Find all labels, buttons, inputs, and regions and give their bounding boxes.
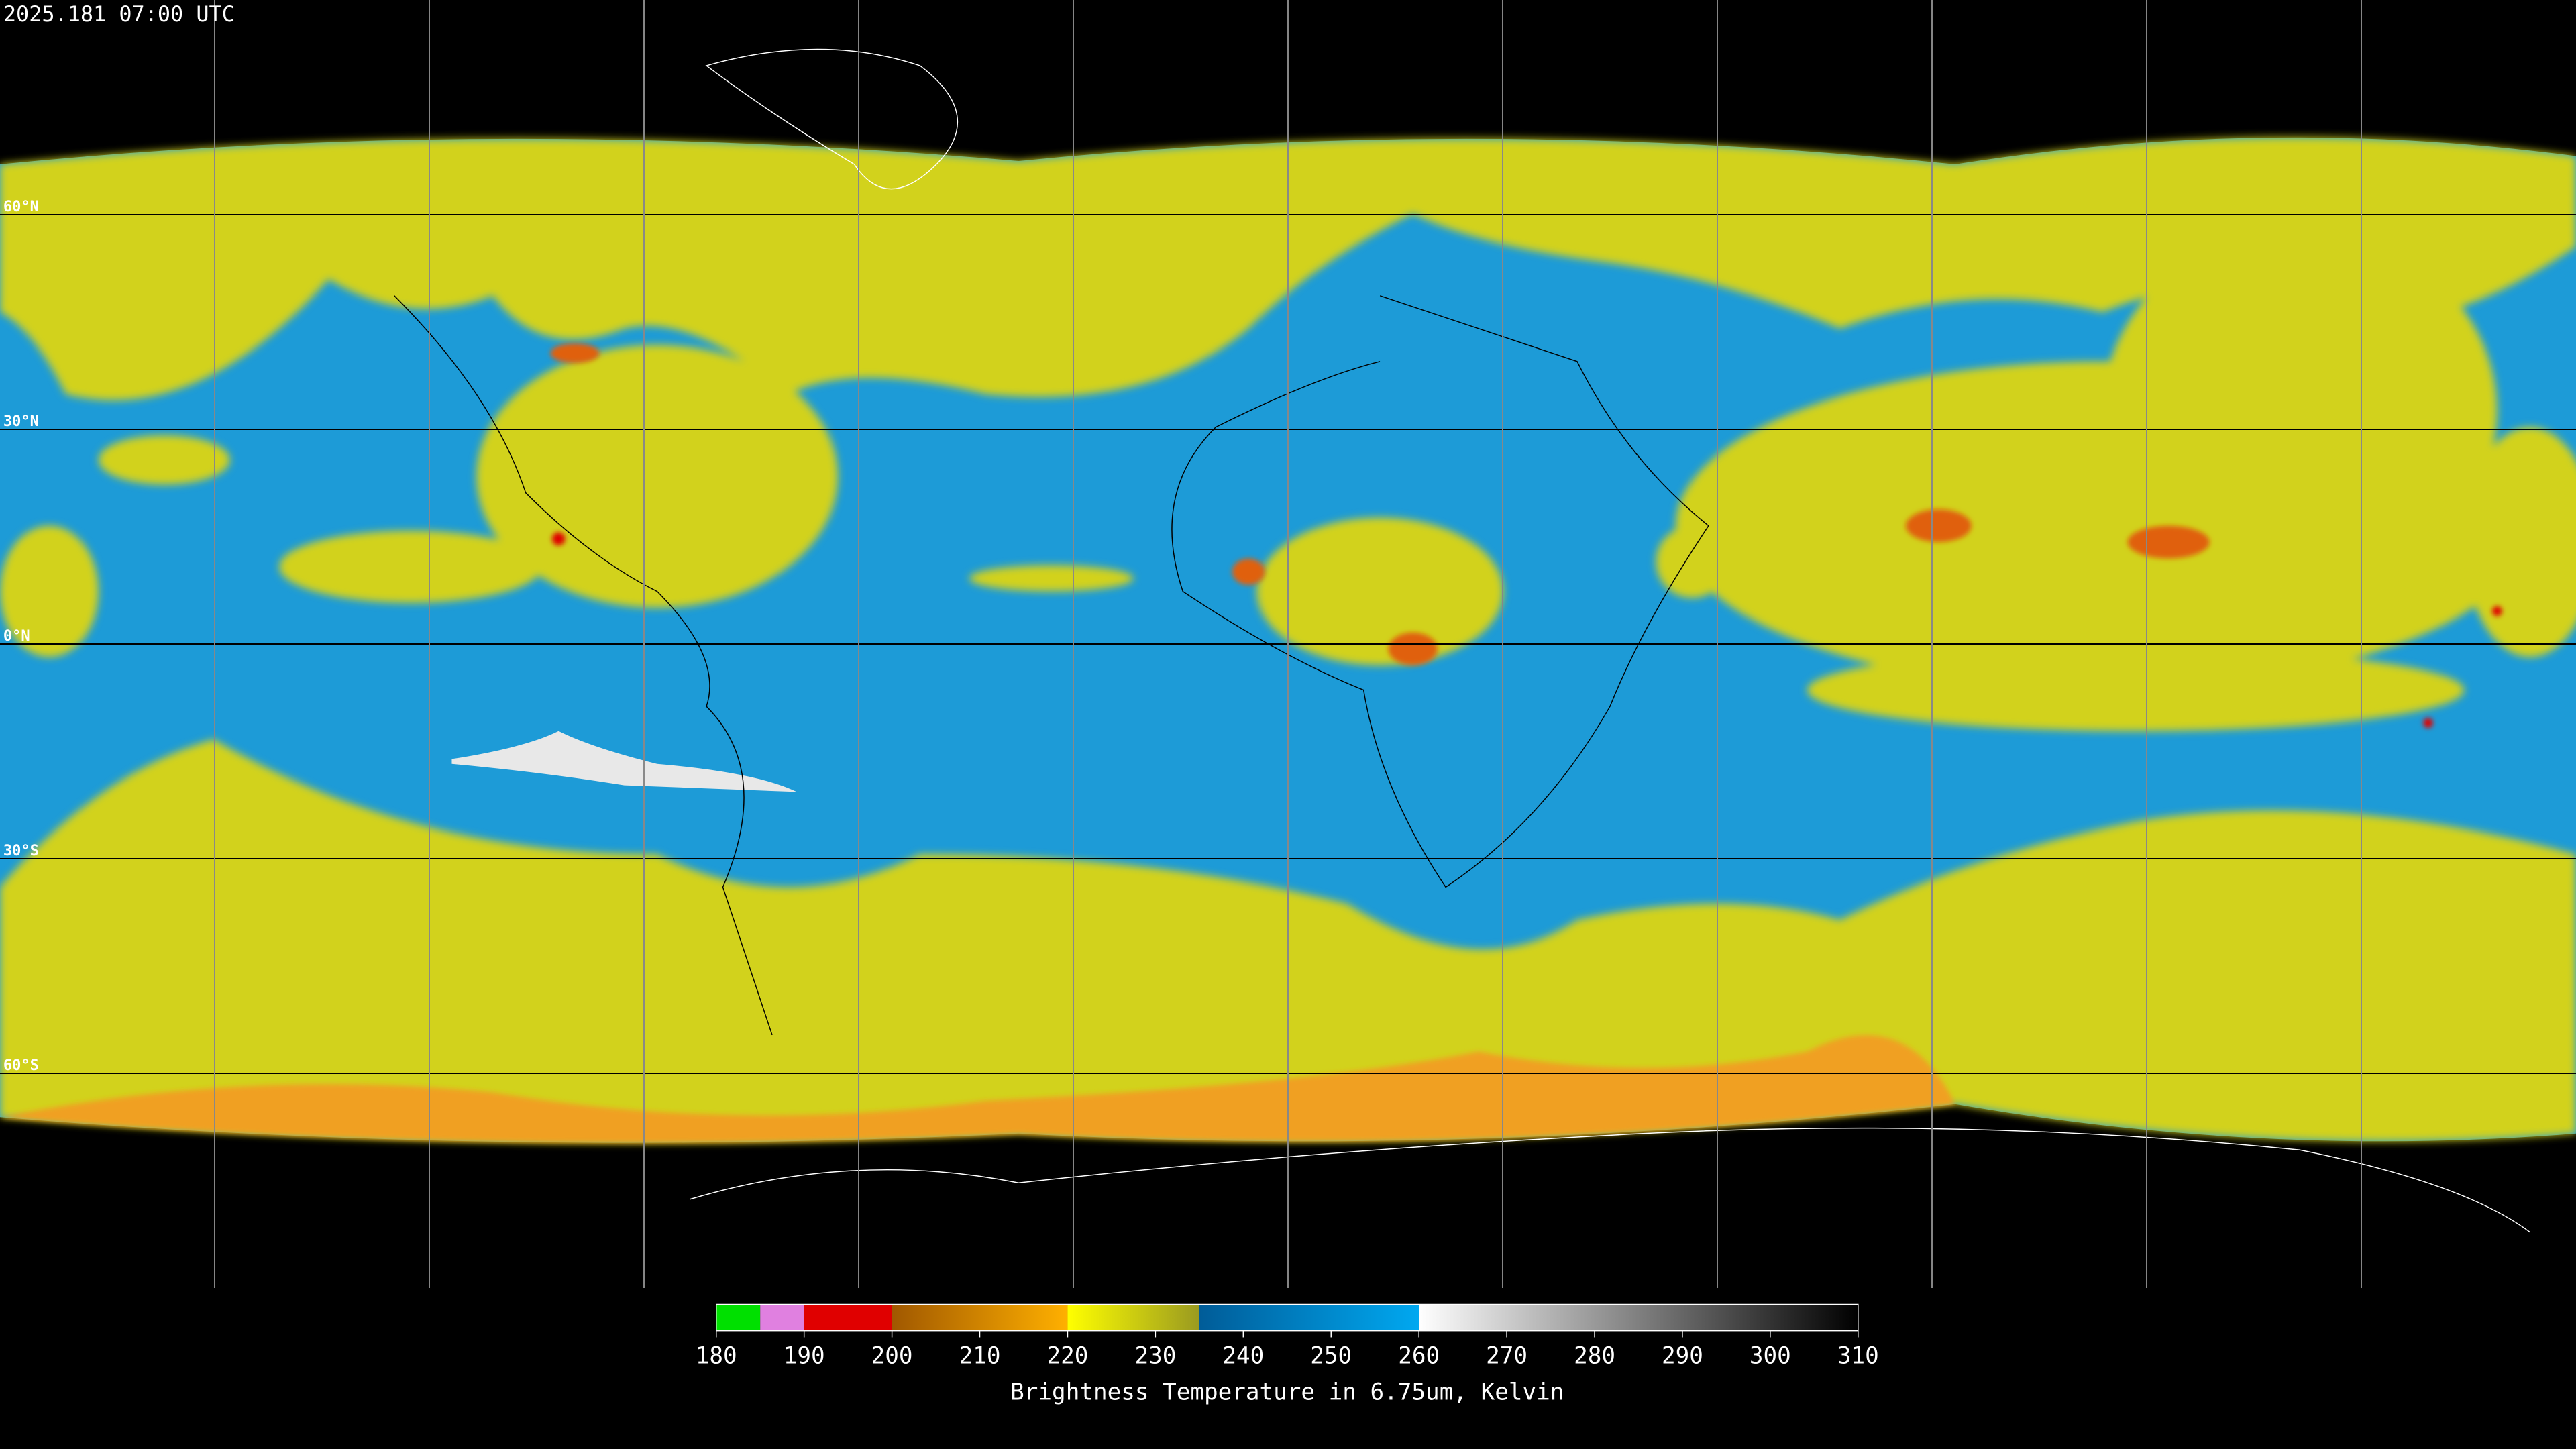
colorbar-tick-label: 290	[1662, 1343, 1703, 1370]
colorbar-tick-label: 180	[696, 1343, 737, 1370]
timestamp: 2025.181 07:00 UTC	[3, 1, 235, 27]
latitude-labels: 60°N 30°N 0°N 30°S 60°S	[3, 199, 39, 1074]
colorbar-tick-label: 260	[1398, 1343, 1440, 1370]
colorbar-segment	[804, 1304, 892, 1331]
latitude-label: 0°N	[3, 628, 30, 645]
latitude-label: 30°N	[3, 413, 39, 430]
colorbar-tick-label: 230	[1134, 1343, 1176, 1370]
colorbar-tick-label: 250	[1310, 1343, 1352, 1370]
latitude-label: 60°N	[3, 199, 39, 215]
colorbar-segment	[716, 1304, 761, 1331]
coastline	[1171, 295, 1709, 888]
coastlines	[394, 48, 2530, 1233]
coastline	[690, 1127, 2530, 1233]
colorbar-tick-label: 300	[1750, 1343, 1791, 1370]
colorbar-label: Brightness Temperature in 6.75um, Kelvin	[1010, 1379, 1564, 1406]
colorbar-segment	[1067, 1304, 1199, 1331]
cold-cloud-tops	[0, 343, 2502, 1143]
colorbar-tick-label: 310	[1837, 1343, 1879, 1370]
colorbar-frame	[716, 1303, 1859, 1332]
colorbar-segment	[1419, 1304, 1858, 1331]
colorbar-tick-label: 270	[1486, 1343, 1527, 1370]
colorbar-tick-label: 200	[871, 1343, 913, 1370]
coastline	[705, 48, 958, 190]
colorbar-tick-label: 240	[1222, 1343, 1264, 1370]
colorbar-tick-label: 210	[959, 1343, 1001, 1370]
latitude-label: 30°S	[3, 843, 39, 859]
colorbar-segment	[760, 1304, 804, 1331]
latitude-label: 60°S	[3, 1057, 39, 1074]
coastline	[394, 295, 773, 1036]
colorbar-tick-label: 280	[1574, 1343, 1615, 1370]
colorbar-segment	[892, 1304, 1068, 1331]
colorbar-tick-label: 220	[1047, 1343, 1089, 1370]
colorbar: 180 190 200 210 220 230 240 250 260 270 280 290 300 3…	[696, 1303, 1879, 1406]
graticule-outside	[214, 0, 2362, 1288]
colorbar-tick-label: 190	[784, 1343, 825, 1370]
warm-dry-region	[451, 731, 797, 792]
colorbar-segment	[1199, 1304, 1419, 1331]
